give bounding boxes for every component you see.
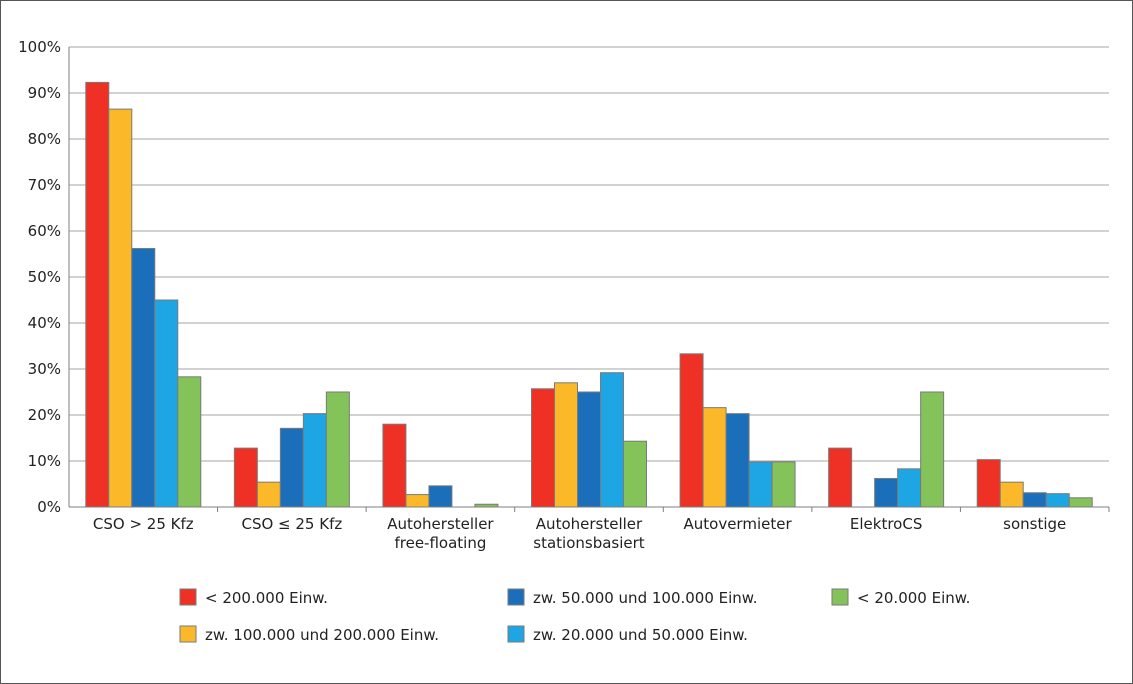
bar [154, 299, 179, 508]
x-category-label: free-floating [394, 534, 486, 552]
bar [131, 247, 156, 508]
bar [1045, 493, 1070, 508]
y-tick-label: 100% [18, 38, 61, 56]
bar [748, 461, 773, 508]
x-category-label: CSO > 25 Kfz [93, 515, 194, 533]
legend-swatch [831, 588, 849, 606]
bar [256, 481, 281, 508]
bar [405, 494, 430, 508]
y-tick-label: 60% [28, 222, 61, 240]
bar [302, 413, 327, 508]
bar [897, 468, 922, 508]
legend-swatch [507, 625, 525, 643]
bar [623, 440, 647, 508]
y-tick-label: 80% [28, 130, 61, 148]
bar [702, 407, 727, 508]
x-axis-category-labels: CSO > 25 Kfz CSO ≤ 25 Kfz Autoherstellerfr… [93, 515, 1066, 552]
bar [382, 423, 407, 508]
bar [999, 481, 1024, 508]
bar [771, 461, 796, 508]
y-tick-label: 10% [28, 452, 61, 470]
x-category-label: sonstige [1003, 515, 1066, 533]
bar [177, 376, 202, 508]
legend-label: zw. 20.000 und 50.000 Einw. [533, 626, 748, 644]
y-tick-label: 90% [28, 84, 61, 102]
x-category-label: ElektroCS [850, 515, 922, 533]
bar [108, 108, 133, 508]
legend-label: zw. 50.000 und 100.000 Einw. [533, 589, 757, 607]
bar [600, 372, 624, 508]
y-tick-label: 50% [28, 268, 61, 286]
legend-swatch [507, 588, 525, 606]
bar [1068, 497, 1093, 508]
bar [920, 391, 945, 508]
y-tick-label: 0% [37, 498, 61, 516]
legend-swatch [179, 625, 197, 643]
bar [679, 353, 704, 508]
bar [828, 447, 853, 508]
legend-label: < 200.000 Einw. [205, 589, 328, 607]
y-axis-tick-labels: 0% 10% 20% 30% 40% 50% 60% 70% 80% 90% 100% [18, 38, 61, 516]
bar [725, 413, 750, 508]
axes [68, 47, 1110, 512]
legend: < 200.000 Einw. zw. 50.000 und 100.000 Ei… [179, 588, 970, 644]
bar [428, 485, 453, 508]
bar [531, 388, 555, 508]
bar [325, 391, 350, 508]
bars [85, 81, 1093, 508]
legend-swatch [179, 588, 197, 606]
bar [976, 459, 1001, 508]
y-tick-label: 70% [28, 176, 61, 194]
bar [554, 382, 578, 508]
x-category-label: Autovermieter [684, 515, 793, 533]
x-category-label: Autohersteller [387, 515, 494, 533]
legend-label: zw. 100.000 und 200.000 Einw. [205, 626, 439, 644]
bar [85, 81, 110, 508]
bar [1022, 492, 1047, 508]
bar [279, 427, 304, 508]
y-tick-label: 40% [28, 314, 61, 332]
bar [233, 447, 258, 508]
bar [577, 391, 601, 508]
x-category-label: CSO ≤ 25 Kfz [241, 515, 342, 533]
x-category-label: stationsbasiert [533, 534, 645, 552]
x-category-label: Autohersteller [536, 515, 643, 533]
y-tick-label: 20% [28, 406, 61, 424]
y-tick-label: 30% [28, 360, 61, 378]
bar [874, 477, 899, 508]
legend-label: < 20.000 Einw. [857, 589, 970, 607]
